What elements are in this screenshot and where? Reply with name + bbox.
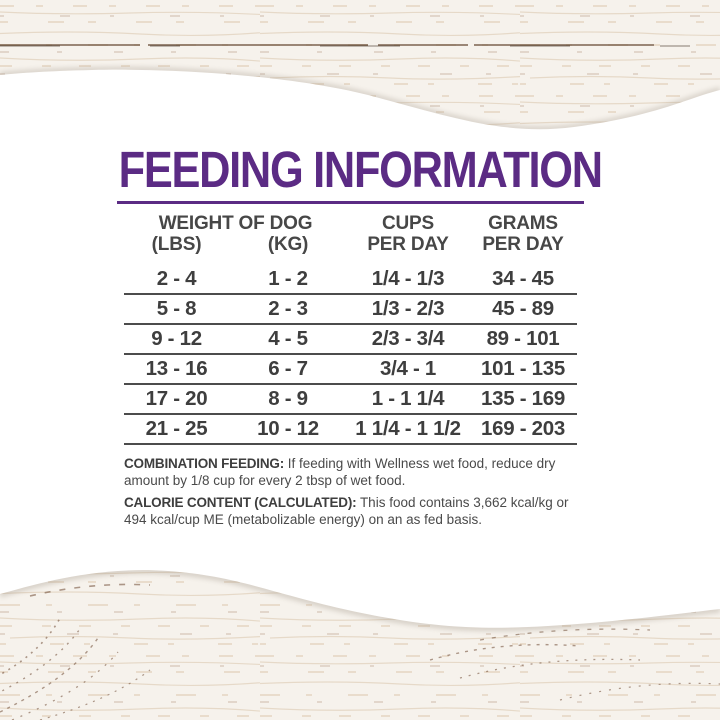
- cell-weight-lbs: 17 - 20: [124, 384, 229, 415]
- notes: COMBINATION FEEDING: If feeding with Wel…: [124, 456, 579, 528]
- feeding-table-body: 2 - 4 1 - 2 1/4 - 1/3 34 - 45 5 - 8 2 - …: [124, 264, 577, 445]
- wood-texture-bottom: [0, 570, 720, 720]
- cell-cups-per-day: 1/3 - 2/3: [347, 294, 469, 325]
- cell-weight-lbs: 13 - 16: [124, 354, 229, 385]
- page-title-text: FEEDING INFORMATION: [118, 141, 602, 198]
- cell-weight-lbs: 9 - 12: [124, 324, 229, 355]
- column-header-grams: GRAMS: [488, 213, 558, 234]
- page-title: FEEDING INFORMATION: [0, 144, 720, 195]
- note-calorie-content: CALORIE CONTENT (CALCULATED): This food …: [124, 495, 579, 528]
- cell-weight-kg: 4 - 5: [229, 324, 347, 355]
- title-underline: [117, 201, 584, 204]
- cell-cups-per-day: 1 - 1 1/4: [347, 384, 469, 415]
- column-header-kg: (KG): [267, 234, 309, 255]
- cell-weight-kg: 2 - 3: [229, 294, 347, 325]
- table-row: 5 - 8 2 - 3 1/3 - 2/3 45 - 89: [124, 294, 577, 325]
- grain-arcs: [0, 583, 720, 720]
- table-row: 21 - 25 10 - 12 1 1/4 - 1 1/2 169 - 203: [124, 414, 577, 445]
- column-header-cups: CUPS: [382, 213, 434, 234]
- cell-cups-per-day: 3/4 - 1: [347, 354, 469, 385]
- cell-cups-per-day: 1 1/4 - 1 1/2: [347, 414, 469, 445]
- cell-grams-per-day: 169 - 203: [469, 414, 577, 445]
- note-combination-feeding-text: If feeding with Wellness wet food, reduc…: [124, 456, 556, 488]
- table-row: 13 - 16 6 - 7 3/4 - 1 101 - 135: [124, 354, 577, 385]
- cell-cups-per-day: 2/3 - 3/4: [347, 324, 469, 355]
- cell-weight-kg: 8 - 9: [229, 384, 347, 415]
- cell-weight-kg: 1 - 2: [229, 264, 347, 295]
- cell-cups-per-day: 1/4 - 1/3: [347, 264, 469, 295]
- feeding-table: WEIGHT OF DOG CUPS GRAMS (LBS) (KG) PER …: [124, 213, 577, 445]
- cell-weight-lbs: 2 - 4: [124, 264, 229, 295]
- cell-weight-lbs: 21 - 25: [124, 414, 229, 445]
- column-header-grams-per-day: PER DAY: [482, 234, 564, 255]
- column-header-cups-per-day: PER DAY: [367, 234, 449, 255]
- table-row: 17 - 20 8 - 9 1 - 1 1/4 135 - 169: [124, 384, 577, 415]
- cell-grams-per-day: 45 - 89: [469, 294, 577, 325]
- cell-grams-per-day: 101 - 135: [469, 354, 577, 385]
- cell-weight-kg: 6 - 7: [229, 354, 347, 385]
- plank-seam: [0, 44, 720, 47]
- note-combination-feeding: COMBINATION FEEDING: If feeding with Wel…: [124, 456, 579, 489]
- cell-weight-kg: 10 - 12: [229, 414, 347, 445]
- cell-weight-lbs: 5 - 8: [124, 294, 229, 325]
- cell-grams-per-day: 34 - 45: [469, 264, 577, 295]
- table-row: 9 - 12 4 - 5 2/3 - 3/4 89 - 101: [124, 324, 577, 355]
- wood-texture-top: [0, 0, 720, 130]
- cell-grams-per-day: 89 - 101: [469, 324, 577, 355]
- feeding-table-header: WEIGHT OF DOG CUPS GRAMS (LBS) (KG) PER …: [124, 213, 577, 264]
- cell-grams-per-day: 135 - 169: [469, 384, 577, 415]
- note-combination-feeding-label: COMBINATION FEEDING:: [124, 456, 284, 471]
- column-header-weight-of-dog: WEIGHT OF DOG: [158, 213, 313, 234]
- note-calorie-content-label: CALORIE CONTENT (CALCULATED):: [124, 495, 357, 510]
- table-row: 2 - 4 1 - 2 1/4 - 1/3 34 - 45: [124, 264, 577, 295]
- feeding-sheet: WEIGHT OF DOG CUPS GRAMS (LBS) (KG) PER …: [124, 213, 577, 534]
- column-header-lbs: (LBS): [151, 234, 202, 255]
- note-calorie-content-text: This food contains 3,662 kcal/kg or 494 …: [124, 495, 569, 527]
